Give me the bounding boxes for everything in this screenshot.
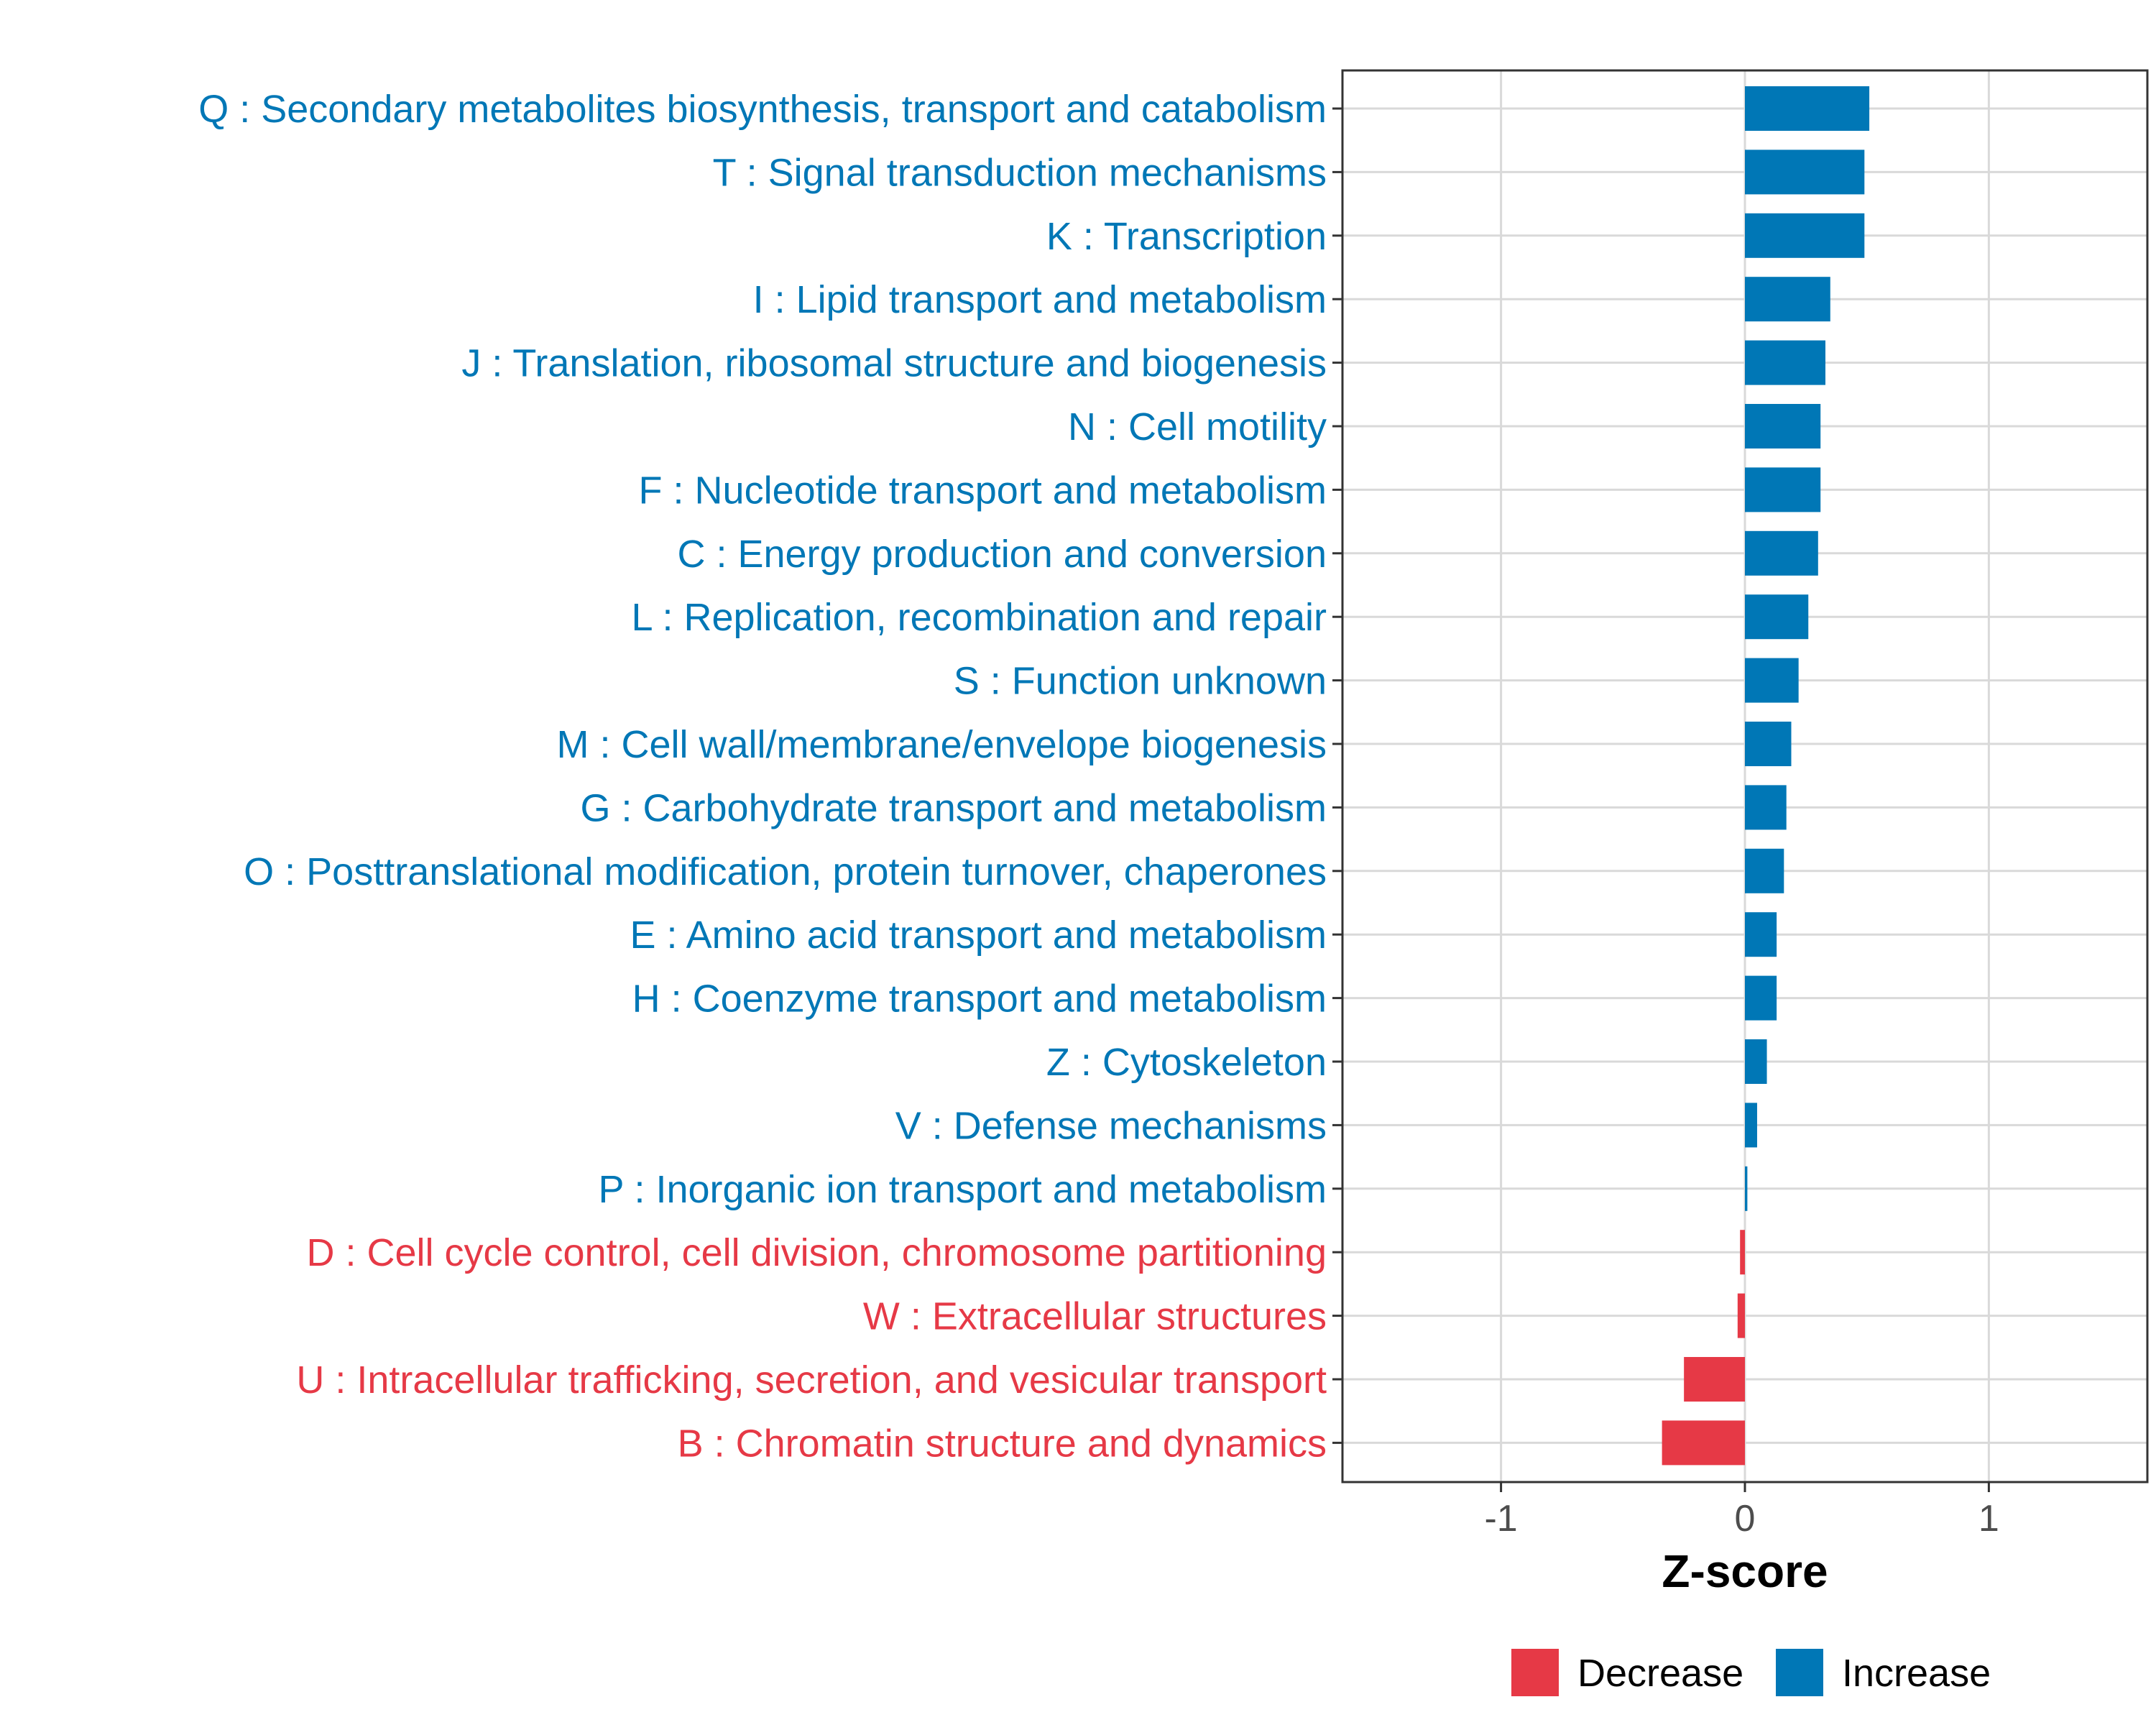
category-label: W : Extracellular structures bbox=[863, 1295, 1327, 1338]
category-label: G : Carbohydrate transport and metabolis… bbox=[581, 786, 1327, 829]
category-label: C : Energy production and conversion bbox=[677, 533, 1327, 576]
category-label: I : Lipid transport and metabolism bbox=[753, 278, 1327, 321]
category-label: U : Intracellular trafficking, secretion… bbox=[296, 1358, 1327, 1402]
bar bbox=[1745, 277, 1830, 322]
category-label: F : Nucleotide transport and metabolism bbox=[639, 469, 1327, 512]
x-tick-label: 1 bbox=[1978, 1498, 1999, 1540]
tick-layer bbox=[1332, 107, 1990, 1492]
x-tick-label: 0 bbox=[1735, 1498, 1756, 1540]
bar bbox=[1745, 1103, 1757, 1148]
category-label: P : Inorganic ion transport and metaboli… bbox=[598, 1168, 1327, 1211]
legend-swatch-decrease bbox=[1511, 1649, 1559, 1696]
bar bbox=[1745, 86, 1870, 131]
category-label: L : Replication, recombination and repai… bbox=[631, 596, 1327, 639]
bar bbox=[1745, 404, 1821, 448]
category-label: E : Amino acid transport and metabolism bbox=[630, 914, 1327, 957]
legend: Decrease Increase bbox=[1511, 1649, 1991, 1696]
category-label: Z : Cytoskeleton bbox=[1046, 1041, 1327, 1084]
bar bbox=[1684, 1357, 1745, 1402]
category-label: B : Chromatin structure and dynamics bbox=[678, 1422, 1327, 1465]
bar bbox=[1745, 530, 1818, 576]
bar bbox=[1745, 594, 1809, 640]
category-label: O : Posttranslational modification, prot… bbox=[244, 850, 1327, 893]
category-label: Q : Secondary metabolites biosynthesis, … bbox=[198, 88, 1327, 131]
category-label: H : Coenzyme transport and metabolism bbox=[632, 978, 1327, 1021]
category-label: D : Cell cycle control, cell division, c… bbox=[306, 1231, 1327, 1274]
x-tick-label: -1 bbox=[1484, 1498, 1517, 1540]
bar bbox=[1745, 213, 1865, 258]
legend-swatch-increase bbox=[1776, 1649, 1823, 1696]
bar bbox=[1745, 785, 1787, 830]
legend-label-increase: Increase bbox=[1842, 1652, 1991, 1695]
bar bbox=[1745, 658, 1799, 703]
bar bbox=[1745, 1039, 1767, 1084]
bar bbox=[1745, 722, 1792, 766]
bar bbox=[1745, 467, 1821, 512]
bar bbox=[1745, 848, 1784, 893]
bar bbox=[1745, 340, 1825, 385]
legend-label-decrease: Decrease bbox=[1577, 1652, 1743, 1695]
category-label: N : Cell motility bbox=[1068, 405, 1327, 448]
category-label: V : Defense mechanisms bbox=[895, 1104, 1327, 1147]
bar bbox=[1745, 1166, 1748, 1211]
category-label: K : Transcription bbox=[1046, 215, 1327, 258]
bar-layer bbox=[1662, 86, 1870, 1466]
bar bbox=[1745, 975, 1777, 1021]
bar bbox=[1737, 1293, 1745, 1338]
bar bbox=[1740, 1230, 1745, 1275]
x-axis-title: Z-score bbox=[1662, 1545, 1828, 1597]
label-layer: Q : Secondary metabolites biosynthesis, … bbox=[198, 88, 1999, 1540]
category-label: M : Cell wall/membrane/envelope biogenes… bbox=[556, 723, 1327, 766]
bar bbox=[1662, 1420, 1745, 1466]
category-label: J : Translation, ribosomal structure and… bbox=[461, 342, 1327, 385]
category-label: T : Signal transduction mechanisms bbox=[713, 151, 1327, 194]
category-label: S : Function unknown bbox=[954, 660, 1327, 703]
bar bbox=[1745, 150, 1865, 195]
bar bbox=[1745, 912, 1777, 957]
